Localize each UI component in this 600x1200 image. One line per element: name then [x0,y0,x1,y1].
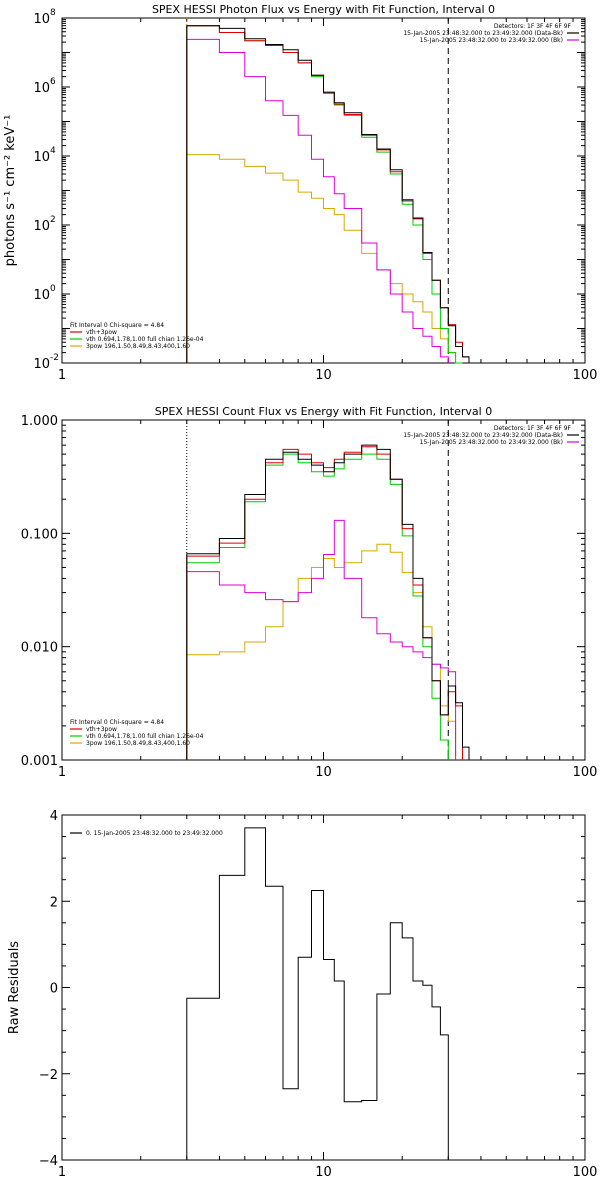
y-tick-exponent: 0 [50,284,56,294]
y-tick-label: 4 [50,809,58,824]
y-tick-label: 1.000 [21,414,58,429]
y-tick-label: 0.100 [21,527,58,542]
x-tick-label: 1 [58,368,66,383]
y-tick-exponent: 8 [50,8,56,18]
x-tick-label: 1 [58,765,66,780]
panel-0: SPEX HESSI Photon Flux vs Energy with Fi… [3,3,597,383]
x-tick-label: 100 [573,765,598,780]
series-thick-steps [186,154,463,364]
y-tick-label: −4 [39,1154,58,1169]
legend-detectors: Detectors: 1F 3F 4F 6F 9F [494,23,572,30]
legend-label-bpow: 15-Jan-2005 23:48:32.000 to 23:49:32.000… [420,37,563,44]
y-tick-exponent: 6 [50,77,56,87]
plot-frame [61,814,586,1161]
series-bpow-steps [186,38,449,363]
y-tick-label: 0.001 [21,754,58,769]
y-tick-exponent: 4 [50,146,56,156]
chart-title: SPEX HESSI Count Flux vs Energy with Fit… [155,405,492,418]
x-tick-label: 10 [315,1165,332,1180]
legend-label-thick: 3pow 196,1.50,8.49,8.43,400,1.60 [86,343,190,350]
y-tick-label: 0 [50,982,58,997]
series-data-steps [186,25,470,363]
legend-label-resid: 0. 15-Jan-2005 23:48:32.000 to 23:49:32.… [86,830,223,837]
y-tick-label: 10 [33,81,50,96]
legend-label-bpow: 15-Jan-2005 23:48:32.000 to 23:49:32.000… [420,439,563,446]
legend-label-thick: 3pow 196,1.50,8.49,8.43,400,1.60 [86,740,190,747]
legend-label-data: 15-Jan-2005 23:48:32.000 to 23:49:32.000… [403,30,563,37]
y-axis-label: Raw Residuals [7,941,22,1034]
y-tick-label: 0.010 [21,641,58,656]
series-total-steps [186,446,463,760]
y-axis-label: photons s⁻¹ cm⁻² keV⁻¹ [3,115,18,267]
legend-fit-header: Fit Interval 0 Chi-square = 4.84 [70,322,164,329]
y-tick-label: 10 [33,150,50,165]
chart-title: SPEX HESSI Photon Flux vs Energy with Fi… [152,3,495,16]
series-data-steps [186,444,470,760]
x-tick-label: 100 [573,368,598,383]
legend-label-vth: vth 0.694,1.78,1.00 full chian 1.26e-04 [86,336,204,343]
y-tick-label: 10 [33,12,50,27]
legend-label-data: 15-Jan-2005 23:48:32.000 to 23:49:32.000… [403,432,563,439]
series-vth-steps [186,453,449,760]
series-data-steps [186,827,449,1160]
panel-2: 1 10 100 −4 −2 0 2 4 Raw Residuals 0. 15-Jan-2005… [7,809,597,1180]
x-tick-label: 100 [573,1165,598,1180]
plot-frame [61,17,586,364]
panel-1: SPEX HESSI Count Flux vs Energy with Fit… [21,405,598,780]
y-tick-exponent: -2 [50,353,59,363]
y-tick-exponent: 2 [50,215,56,225]
y-tick-label: 10 [33,288,50,303]
legend-label-total: vth+3pow [86,329,117,336]
series-bpow-steps [186,519,457,760]
y-tick-label: 2 [50,895,58,910]
y-tick-label: 10 [33,357,50,372]
x-tick-label: 10 [315,368,332,383]
legend-label-total: vth+3pow [86,726,117,733]
legend-detectors: Detectors: 1F 3F 4F 6F 9F [494,425,572,432]
series-vth-steps [186,25,463,364]
y-tick-label: 10 [33,219,50,234]
y-tick-label: −2 [39,1068,58,1083]
x-tick-label: 1 [58,1165,66,1180]
x-tick-label: 10 [315,765,332,780]
legend-label-vth: vth 0.694,1.78,1.00 full chian 1.26e-04 [86,733,204,740]
legend-fit-header: Fit Interval 0 Chi-square = 4.84 [70,719,164,726]
